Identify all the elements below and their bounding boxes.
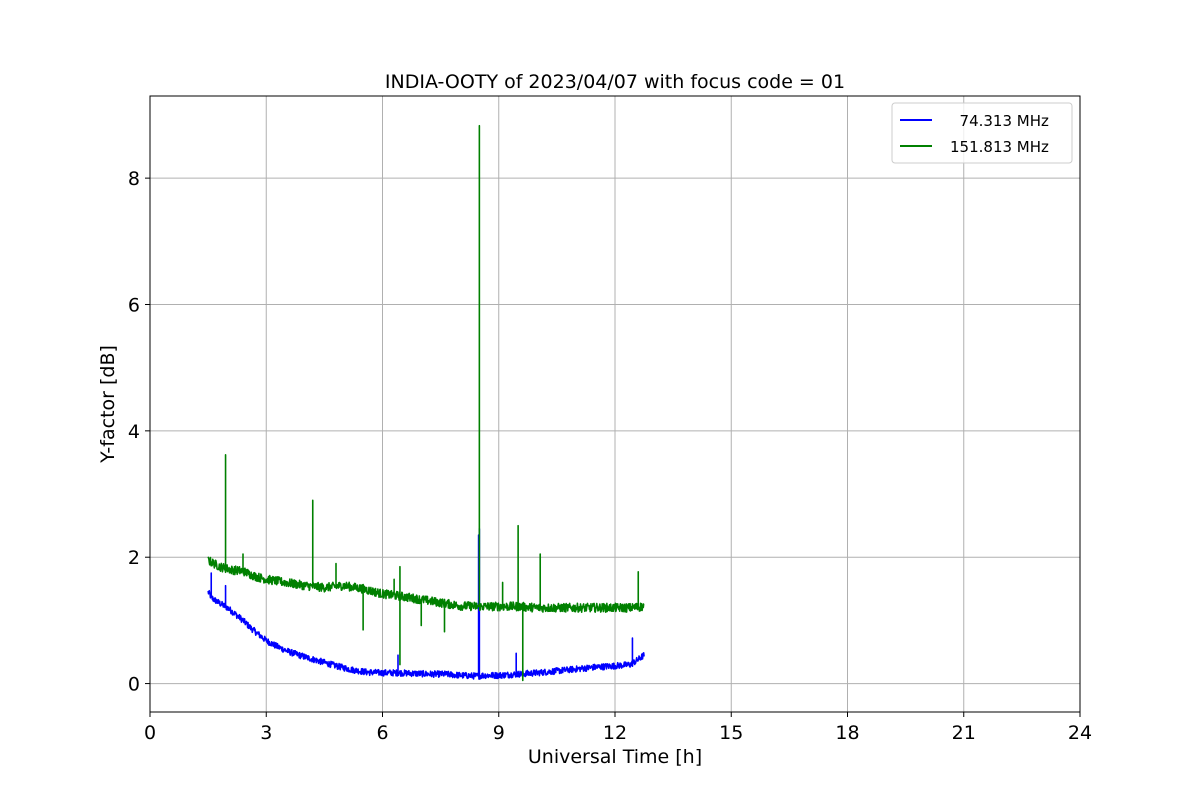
x-tick-label: 3 xyxy=(260,722,272,744)
legend-label: 74.313 MHz xyxy=(950,112,1049,130)
legend-label: 151.813 MHz xyxy=(950,138,1049,156)
series-line xyxy=(207,527,645,680)
y-tick-label: 8 xyxy=(128,168,140,190)
series-1 xyxy=(207,124,645,682)
x-tick-label: 21 xyxy=(952,722,976,744)
y-tick-label: 6 xyxy=(128,294,140,316)
y-axis-label: Y-factor [dB] xyxy=(97,345,119,464)
chart-title: INDIA-OOTY of 2023/04/07 with focus code… xyxy=(385,71,845,93)
y-tick-label: 2 xyxy=(128,547,140,569)
series-0 xyxy=(207,527,645,680)
x-tick-label: 15 xyxy=(719,722,743,744)
x-tick-label: 12 xyxy=(603,722,627,744)
y-tick-label: 0 xyxy=(128,674,140,696)
x-tick-label: 0 xyxy=(144,722,156,744)
x-tick-label: 18 xyxy=(835,722,859,744)
legend-box xyxy=(891,102,1073,164)
x-tick-label: 6 xyxy=(376,722,388,744)
series-line xyxy=(207,124,645,682)
x-tick-label: 24 xyxy=(1068,722,1092,744)
legend: 74.313 MHz 151.813 MHz xyxy=(891,102,1073,164)
series-group xyxy=(207,124,645,682)
x-tick-label: 9 xyxy=(493,722,505,744)
y-tick-label: 4 xyxy=(128,421,140,443)
x-axis-label: Universal Time [h] xyxy=(528,746,702,768)
